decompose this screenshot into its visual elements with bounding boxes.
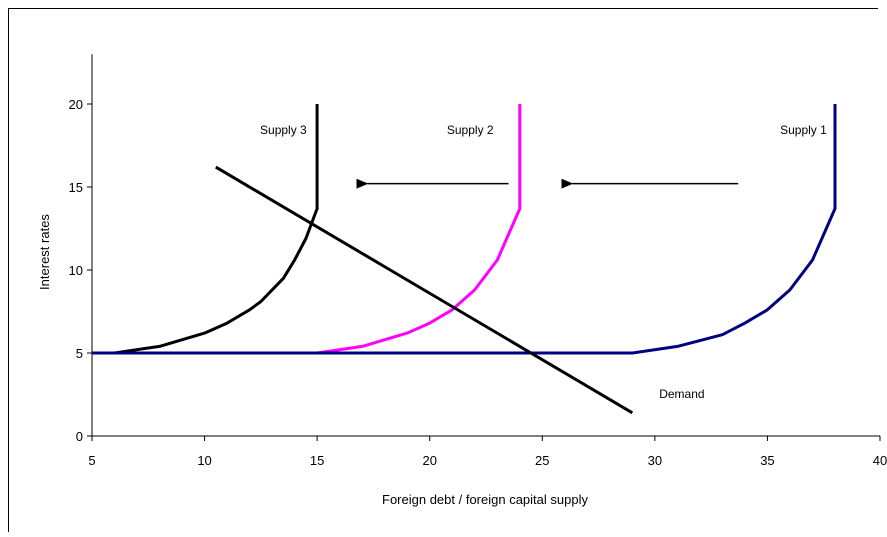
y-tick-label: 15 — [69, 180, 83, 195]
y-tick-label: 10 — [69, 263, 83, 278]
demand-line — [215, 165, 634, 415]
x-axis-label: Foreign debt / foreign capital supply — [382, 492, 588, 507]
x-tick-label: 15 — [310, 453, 324, 468]
x-tick-label: 20 — [422, 453, 436, 468]
x-tick-label: 5 — [88, 453, 95, 468]
supply-1-line — [92, 104, 837, 355]
x-tick-label: 30 — [648, 453, 662, 468]
demand-label: Demand — [659, 387, 704, 401]
x-tick-label: 25 — [535, 453, 549, 468]
y-tick-label: 20 — [69, 97, 83, 112]
supply-2-label: Supply 2 — [447, 123, 494, 137]
supply-3-line — [92, 104, 319, 355]
supply-2-line — [92, 104, 522, 355]
y-axis-label: Interest rates — [37, 214, 52, 290]
x-tick-label: 35 — [760, 453, 774, 468]
x-tick-label: 40 — [873, 453, 887, 468]
curves — [92, 104, 837, 415]
supply-3-label: Supply 3 — [260, 123, 307, 137]
annotations: Supply 3 Supply 2 Supply 1 Demand — [260, 123, 827, 401]
x-tick-label: 10 — [197, 453, 211, 468]
supply-1-label: Supply 1 — [780, 123, 827, 137]
chart-frame — [8, 8, 878, 532]
y-tick-label: 0 — [76, 429, 83, 444]
y-tick-label: 5 — [76, 346, 83, 361]
